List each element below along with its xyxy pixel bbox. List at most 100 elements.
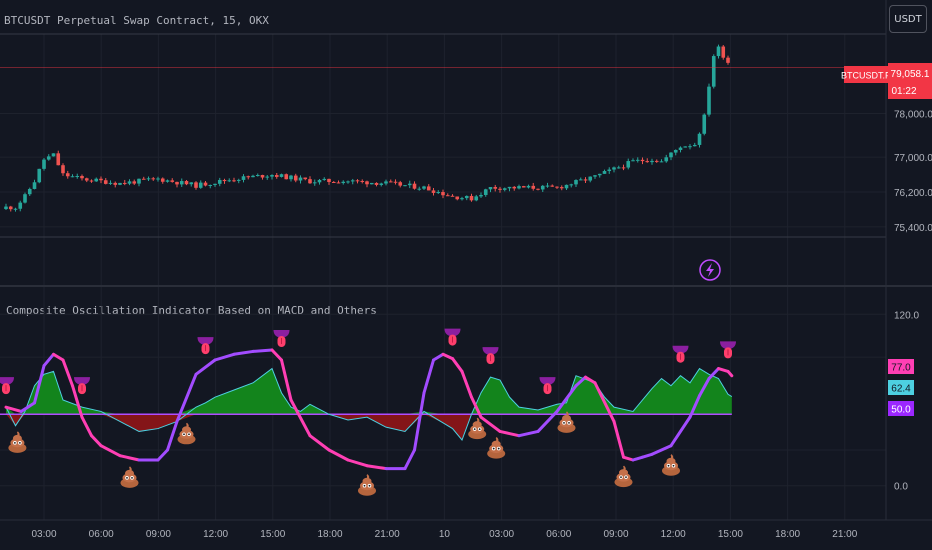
poop-emoji-icon bbox=[8, 431, 27, 453]
candle-body bbox=[688, 146, 692, 148]
candle-body bbox=[683, 146, 688, 148]
signal-segment bbox=[308, 434, 331, 452]
candle-body bbox=[597, 173, 602, 176]
symbol-tag: BTCUSDT.P bbox=[841, 71, 891, 81]
poop-emoji-icon bbox=[468, 417, 487, 440]
signal-segment bbox=[650, 444, 673, 456]
candle-body bbox=[236, 179, 241, 181]
currency-button[interactable]: USDT bbox=[889, 5, 927, 33]
poop-emoji-icon bbox=[614, 465, 633, 488]
lightning-icon[interactable] bbox=[699, 259, 721, 281]
candle-body bbox=[631, 160, 635, 162]
signal-segment bbox=[460, 369, 473, 399]
poop-emoji-icon bbox=[177, 422, 196, 445]
signal-segment bbox=[251, 348, 274, 353]
candle-body bbox=[246, 176, 251, 178]
time-axis: 03:00 06:00 09:00 12:00 15:00 18:00 21:00 10 03:… bbox=[31, 529, 857, 540]
signal-segment bbox=[669, 415, 692, 448]
candle-body bbox=[464, 195, 469, 199]
candle-body bbox=[61, 165, 65, 174]
poop-emoji-icon bbox=[358, 474, 376, 496]
time-tick-label: 10 bbox=[439, 529, 451, 540]
candle-body bbox=[255, 174, 260, 176]
tongue-emoji-icon bbox=[74, 377, 90, 395]
candle-body bbox=[265, 176, 270, 178]
candle-body bbox=[160, 178, 165, 182]
candle-body bbox=[645, 161, 650, 163]
signal-segment bbox=[42, 352, 55, 368]
candle-body bbox=[194, 182, 198, 188]
signal-segment bbox=[90, 434, 103, 448]
candle-body bbox=[412, 183, 417, 189]
candle-body bbox=[616, 167, 621, 169]
tongue-emoji-icon bbox=[482, 347, 499, 365]
candle-body bbox=[721, 46, 726, 58]
time-tick-label: 21:00 bbox=[832, 529, 857, 540]
signal-segment bbox=[270, 348, 283, 362]
candle-body bbox=[635, 159, 640, 161]
candle-body bbox=[141, 178, 146, 180]
candle-body bbox=[559, 187, 564, 189]
candle-body bbox=[583, 179, 588, 181]
tag-62-bg bbox=[888, 380, 914, 395]
candle-body bbox=[498, 188, 502, 190]
tongue-emoji-icon bbox=[672, 345, 689, 363]
candle-body bbox=[327, 178, 331, 182]
candle-body bbox=[526, 185, 531, 188]
candle-body bbox=[379, 183, 384, 185]
candle-body bbox=[355, 180, 360, 182]
candle-body bbox=[70, 176, 75, 178]
candle-body bbox=[659, 161, 664, 163]
candle-body bbox=[113, 182, 118, 185]
candle-body bbox=[564, 184, 569, 189]
candle-body bbox=[170, 180, 175, 182]
candle-body bbox=[89, 180, 94, 182]
time-tick-label: 15:00 bbox=[260, 529, 285, 540]
candle-body bbox=[8, 206, 13, 210]
candle-body bbox=[593, 175, 597, 177]
candle-body bbox=[51, 153, 56, 157]
price-tick-label: 78,000.0 bbox=[894, 110, 932, 121]
candle-body bbox=[450, 195, 455, 197]
signal-segment bbox=[52, 352, 65, 362]
candle-body bbox=[493, 187, 498, 189]
time-tick-label: 03:00 bbox=[31, 529, 56, 540]
osc-fill-positive bbox=[6, 368, 732, 415]
time-tick-label: 21:00 bbox=[375, 529, 400, 540]
candle-body bbox=[673, 149, 678, 153]
signal-segment bbox=[413, 391, 426, 452]
candle-body bbox=[460, 198, 464, 200]
signal-segment bbox=[432, 352, 445, 362]
candle-body bbox=[621, 167, 626, 169]
tag-50: 50.0 bbox=[891, 405, 911, 416]
tongue-emoji-icon bbox=[539, 377, 556, 395]
signal-segment bbox=[346, 458, 369, 468]
candle-body bbox=[217, 179, 222, 184]
candle-body bbox=[260, 174, 265, 178]
candle-body bbox=[165, 180, 170, 182]
osc-tick-label: 0.0 bbox=[894, 482, 908, 493]
candle-body bbox=[308, 179, 312, 184]
candle-body bbox=[422, 186, 426, 189]
candle-body bbox=[284, 174, 289, 180]
signal-segment bbox=[726, 369, 734, 378]
countdown-label: 01:22 bbox=[891, 86, 916, 97]
poop-emoji-icon bbox=[662, 454, 680, 476]
candle-body bbox=[540, 185, 545, 190]
signal-segment bbox=[4, 405, 23, 413]
candle-body bbox=[27, 188, 32, 195]
signal-segment bbox=[232, 349, 255, 356]
signal-segment bbox=[717, 367, 730, 373]
candle-body bbox=[360, 180, 365, 182]
tongue-emoji-icon bbox=[273, 330, 290, 347]
candle-body bbox=[18, 202, 23, 209]
signal-segment bbox=[365, 464, 388, 471]
candle-body bbox=[545, 185, 550, 187]
tongue-emoji-icon bbox=[444, 328, 461, 346]
candle-body bbox=[251, 175, 255, 178]
signal-segment bbox=[71, 384, 84, 419]
candle-body bbox=[94, 178, 99, 182]
time-tick-label: 03:00 bbox=[489, 529, 514, 540]
candle-body bbox=[146, 178, 151, 180]
last-price-label: 79,058.1 bbox=[891, 69, 930, 80]
